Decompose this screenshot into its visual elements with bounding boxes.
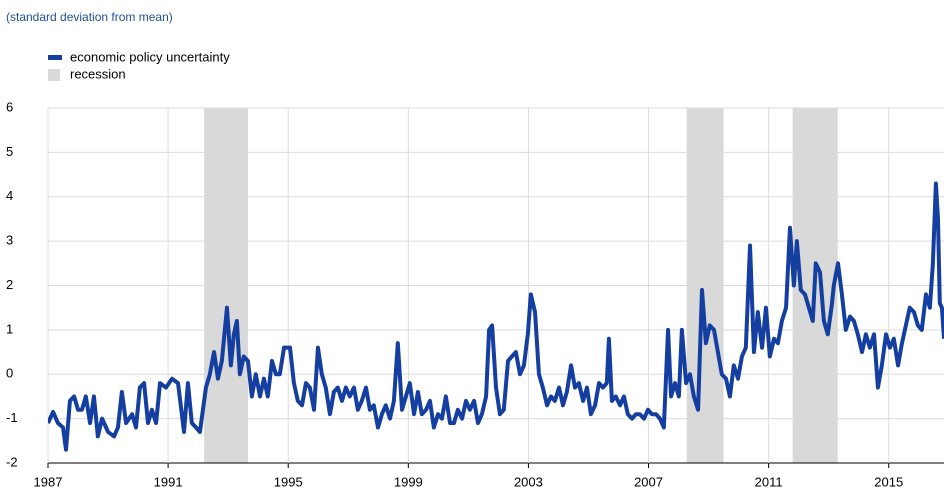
x-tick-label: 2003	[514, 474, 543, 489]
legend-label: recession	[70, 66, 126, 81]
y-tick-label: 4	[6, 188, 13, 203]
x-tick-label: 1987	[34, 474, 63, 489]
legend-label: economic policy uncertainty	[70, 49, 230, 64]
y-tick-label: -1	[6, 410, 18, 425]
series-line	[48, 181, 944, 452]
y-tick-label: -2	[6, 454, 18, 469]
x-tick-label: 2015	[874, 474, 903, 489]
x-tick-label: 1995	[274, 474, 303, 489]
y-tick-label: 6	[6, 99, 13, 114]
y-tick-label: 0	[6, 366, 13, 381]
x-tick-label: 2007	[634, 474, 663, 489]
x-tick-label: 1999	[394, 474, 423, 489]
y-tick-label: 5	[6, 144, 13, 159]
x-tick-label: 1991	[154, 474, 183, 489]
x-tick-label: 2011	[755, 474, 783, 489]
legend-swatch	[48, 69, 60, 81]
y-tick-label: 1	[6, 321, 13, 336]
chart-subtitle: (standard deviation from mean)	[6, 10, 173, 24]
y-tick-label: 3	[6, 233, 13, 248]
y-tick-label: 2	[6, 277, 13, 292]
legend-swatch	[48, 55, 62, 60]
